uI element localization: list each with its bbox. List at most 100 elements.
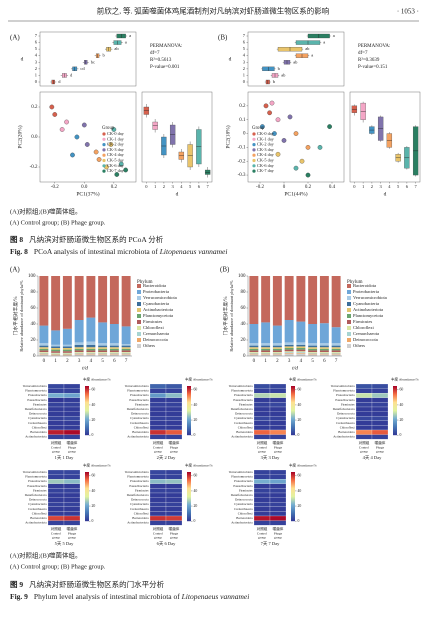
colorbar-tick-label: 20 [298,418,302,422]
legend-label: Firmicutes [353,319,372,324]
stacked-bar [98,352,108,353]
heatmap-day-label: 6天 6 Day [157,541,176,547]
scatter-point [52,112,58,117]
heatmap-cell [253,479,271,484]
colorbar-tick-label: 40 [92,403,96,407]
box-letter: a [323,40,325,45]
legend-label: Crenarchaeota [143,331,169,336]
day-tick-label: 4 [243,53,246,58]
stacked-bar [121,344,131,346]
box-letter: a [129,33,131,38]
stacked-bar [39,353,49,355]
heatmap-cell [165,515,183,521]
stacked-bar [109,347,119,349]
heatmap-cell [355,420,373,426]
heatmap-cell [165,474,183,480]
heatmap-cell [371,411,389,417]
permanova-text: R²=0.5613 [150,57,172,63]
box-letter: b [103,53,106,58]
day-tick-label: 1 [243,72,245,77]
day-tick-label: 3 [380,184,383,189]
stacked-bar [109,352,119,353]
y-tick-label: 60 [31,306,37,311]
y-tick-label: 0.2 [239,104,246,109]
heatmap-cell [63,479,81,484]
stacked-bar [319,343,329,346]
heatmap-column-label: group [360,449,368,453]
legend-title: Phylum [347,280,363,285]
heatmap-column-label: Phage [274,445,283,449]
heatmap-row-label: Bacteroidota [132,430,149,434]
colorbar [187,472,191,522]
heatmap-cell [253,402,271,408]
stacked-bar [284,346,294,348]
heatmap-row-label: Bacteroidota [132,516,149,520]
heatmap-row-label: Planctomycetota [231,389,253,393]
heatmap-row-label: Cyanobacteria [28,416,47,420]
legend-label: Others [353,343,365,348]
stacked-bar [121,354,131,356]
colorbar-title: 丰度 Abundance/% [185,462,213,467]
heatmap-cell [63,393,81,398]
heatmap-cell [63,469,81,475]
legend-label: CK-1 day [107,136,125,141]
scatter-point [299,158,305,164]
legend-label: Cyanobacteria [143,301,169,306]
heatmap-cell [269,429,287,435]
heatmap-cell [253,497,271,503]
heatmap-row-label: Patescibacteria [27,398,47,402]
y-tick-label: 40 [31,322,37,327]
y-tick-label: 80 [31,290,37,295]
day-tick-label: 5 [243,46,246,51]
stacked-bar [331,354,341,356]
heatmap-cell [371,416,389,421]
legend-label: CK-3 day [257,147,275,152]
heatmap-cell [165,506,183,512]
heatmap-row-label: Actinobacteriota [231,521,253,525]
y-tick-label: 20 [31,338,37,343]
stacked-bar [284,352,294,353]
stacked-bar [121,345,131,348]
heatmap-row-label: Patescibacteria [27,484,47,488]
legend-swatch [137,326,141,330]
legend-swatch [252,158,256,163]
day-tick-label: 5 [397,184,400,189]
colorbar-tick-label: 60 [194,474,198,478]
heatmap-cell [371,429,389,435]
legend-label: Actinobacteriota [353,307,383,312]
heatmap-cell [269,497,287,503]
heatmap-row-label: Cyanobacteria [234,502,253,506]
legend-swatch [137,308,141,312]
heatmap-cell [149,388,167,394]
heatmap-row-label: Deinococcota [337,412,355,416]
heatmap-row-label: Desulfobacterota [333,407,355,411]
heatmap-row-label: Crenarchaeota [130,507,149,511]
stacked-bar [86,348,96,351]
colorbar-tick-label: 0 [298,519,300,523]
heatmap-cell [269,511,287,517]
legend-swatch [347,326,351,330]
legend-label: CK-2 day [257,142,275,147]
stacked-bar [308,343,318,346]
heatmap-cell [149,434,167,440]
heatmap-cell [63,474,81,480]
y-tick-label: 20 [241,338,247,343]
colorbar-tick-label: 40 [298,489,302,493]
heatmap-cell [269,411,287,417]
stacked-bar [121,276,131,327]
heatmap-cell [253,383,271,389]
day-tick-label: 1 [154,184,156,189]
legend-swatch [347,320,351,324]
stacked-bar [86,354,96,356]
stacked-bar [261,353,271,355]
x-tick-label: 7 [335,359,338,364]
legend-swatch [252,164,256,168]
heatmap-cell [371,420,389,426]
caption-zh: (A)对照组;(B)噬菌体组。 [10,206,82,215]
day-tick-label: 6 [198,184,201,189]
heatmap-cell [165,502,183,507]
heatmap-row-label: Bacteroidota [30,516,47,520]
stacked-bar [74,350,84,352]
colorbar-tick-label: 60 [400,388,404,392]
heatmap-cell [253,411,271,417]
